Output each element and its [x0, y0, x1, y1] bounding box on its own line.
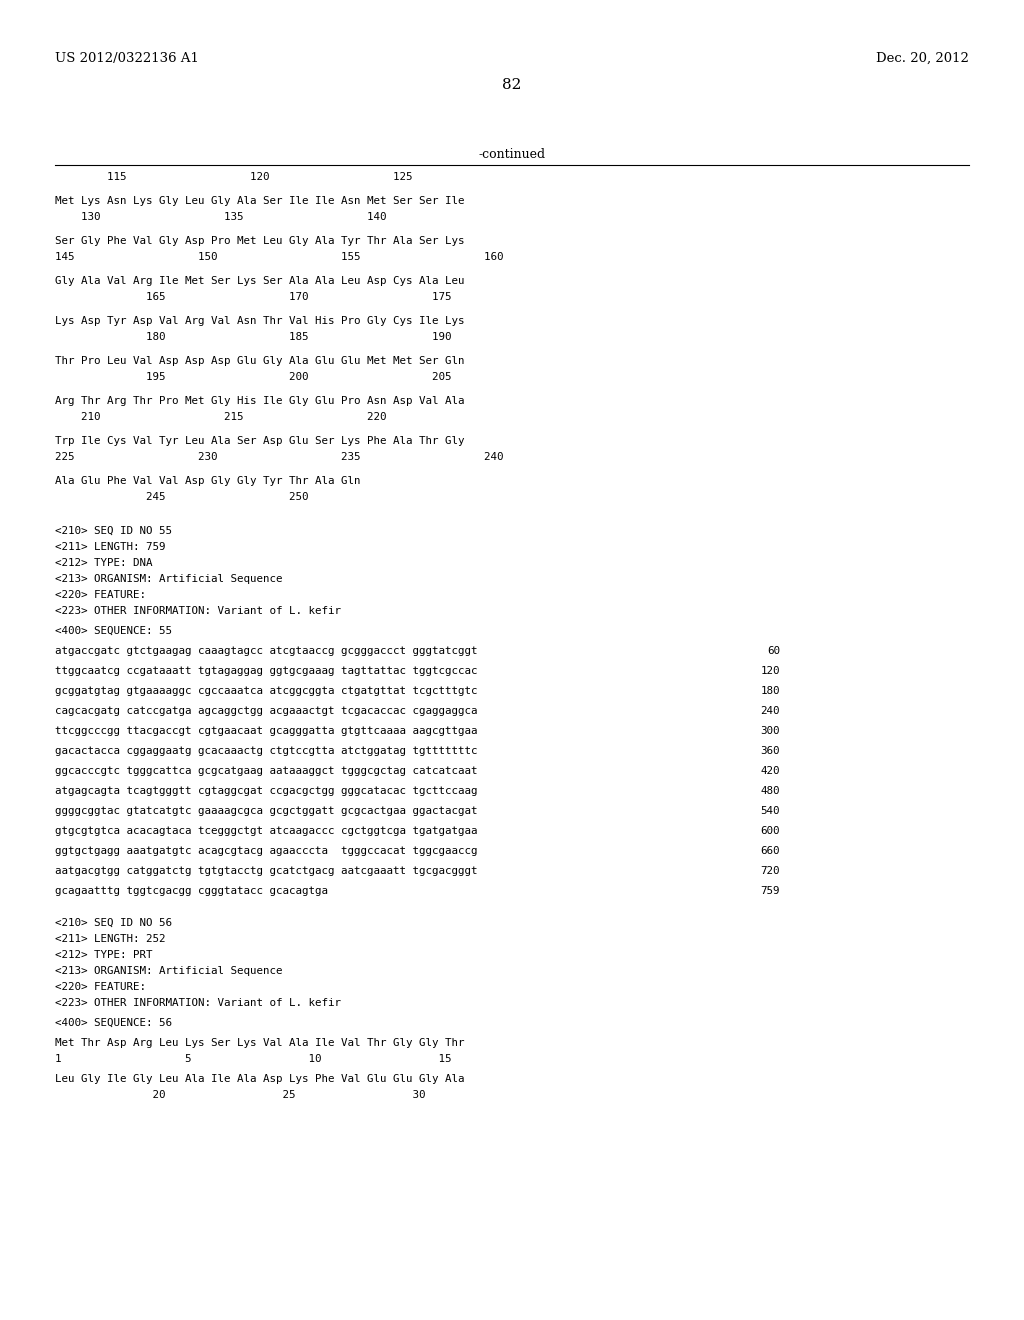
- Text: 145                   150                   155                   160: 145 150 155 160: [55, 252, 504, 261]
- Text: 240: 240: [761, 706, 780, 715]
- Text: -continued: -continued: [478, 148, 546, 161]
- Text: gtgcgtgtca acacagtaca tcegggctgt atcaagaccc cgctggtcga tgatgatgaa: gtgcgtgtca acacagtaca tcegggctgt atcaaga…: [55, 826, 477, 836]
- Text: <400> SEQUENCE: 55: <400> SEQUENCE: 55: [55, 626, 172, 636]
- Text: ttggcaatcg ccgataaatt tgtagaggag ggtgcgaaag tagttattac tggtcgccac: ttggcaatcg ccgataaatt tgtagaggag ggtgcga…: [55, 667, 477, 676]
- Text: 165                   170                   175: 165 170 175: [55, 292, 452, 302]
- Text: <211> LENGTH: 759: <211> LENGTH: 759: [55, 543, 166, 552]
- Text: Leu Gly Ile Gly Leu Ala Ile Ala Asp Lys Phe Val Glu Glu Gly Ala: Leu Gly Ile Gly Leu Ala Ile Ala Asp Lys …: [55, 1074, 465, 1084]
- Text: 1                   5                  10                  15: 1 5 10 15: [55, 1053, 452, 1064]
- Text: Arg Thr Arg Thr Pro Met Gly His Ile Gly Glu Pro Asn Asp Val Ala: Arg Thr Arg Thr Pro Met Gly His Ile Gly …: [55, 396, 465, 407]
- Text: 600: 600: [761, 826, 780, 836]
- Text: 300: 300: [761, 726, 780, 737]
- Text: Met Lys Asn Lys Gly Leu Gly Ala Ser Ile Ile Asn Met Ser Ser Ile: Met Lys Asn Lys Gly Leu Gly Ala Ser Ile …: [55, 195, 465, 206]
- Text: Lys Asp Tyr Asp Val Arg Val Asn Thr Val His Pro Gly Cys Ile Lys: Lys Asp Tyr Asp Val Arg Val Asn Thr Val …: [55, 315, 465, 326]
- Text: <220> FEATURE:: <220> FEATURE:: [55, 590, 146, 601]
- Text: ggggcggtac gtatcatgtc gaaaagcgca gcgctggatt gcgcactgaa ggactacgat: ggggcggtac gtatcatgtc gaaaagcgca gcgctgg…: [55, 807, 477, 816]
- Text: Dec. 20, 2012: Dec. 20, 2012: [877, 51, 969, 65]
- Text: 540: 540: [761, 807, 780, 816]
- Text: 60: 60: [767, 645, 780, 656]
- Text: Thr Pro Leu Val Asp Asp Asp Glu Gly Ala Glu Glu Met Met Ser Gln: Thr Pro Leu Val Asp Asp Asp Glu Gly Ala …: [55, 356, 465, 366]
- Text: 82: 82: [503, 78, 521, 92]
- Text: <212> TYPE: DNA: <212> TYPE: DNA: [55, 558, 153, 568]
- Text: <223> OTHER INFORMATION: Variant of L. kefir: <223> OTHER INFORMATION: Variant of L. k…: [55, 606, 341, 616]
- Text: 660: 660: [761, 846, 780, 855]
- Text: 180: 180: [761, 686, 780, 696]
- Text: gcagaatttg tggtcgacgg cgggtatacc gcacagtga: gcagaatttg tggtcgacgg cgggtatacc gcacagt…: [55, 886, 328, 896]
- Text: 420: 420: [761, 766, 780, 776]
- Text: Trp Ile Cys Val Tyr Leu Ala Ser Asp Glu Ser Lys Phe Ala Thr Gly: Trp Ile Cys Val Tyr Leu Ala Ser Asp Glu …: [55, 436, 465, 446]
- Text: 180                   185                   190: 180 185 190: [55, 333, 452, 342]
- Text: aatgacgtgg catggatctg tgtgtacctg gcatctgacg aatcgaaatt tgcgacgggt: aatgacgtgg catggatctg tgtgtacctg gcatctg…: [55, 866, 477, 876]
- Text: <212> TYPE: PRT: <212> TYPE: PRT: [55, 950, 153, 960]
- Text: <210> SEQ ID NO 56: <210> SEQ ID NO 56: [55, 917, 172, 928]
- Text: 245                   250: 245 250: [55, 492, 308, 502]
- Text: <400> SEQUENCE: 56: <400> SEQUENCE: 56: [55, 1018, 172, 1028]
- Text: Ala Glu Phe Val Val Asp Gly Gly Tyr Thr Ala Gln: Ala Glu Phe Val Val Asp Gly Gly Tyr Thr …: [55, 477, 360, 486]
- Text: 720: 720: [761, 866, 780, 876]
- Text: gacactacca cggaggaatg gcacaaactg ctgtccgtta atctggatag tgtttttttc: gacactacca cggaggaatg gcacaaactg ctgtccg…: [55, 746, 477, 756]
- Text: 759: 759: [761, 886, 780, 896]
- Text: 115                   120                   125: 115 120 125: [55, 172, 413, 182]
- Text: 480: 480: [761, 785, 780, 796]
- Text: atgagcagta tcagtgggtt cgtaggcgat ccgacgctgg gggcatacac tgcttccaag: atgagcagta tcagtgggtt cgtaggcgat ccgacgc…: [55, 785, 477, 796]
- Text: 195                   200                   205: 195 200 205: [55, 372, 452, 381]
- Text: 210                   215                   220: 210 215 220: [55, 412, 386, 422]
- Text: 20                  25                  30: 20 25 30: [55, 1090, 426, 1100]
- Text: gcggatgtag gtgaaaaggc cgccaaatca atcggcggta ctgatgttat tcgctttgtc: gcggatgtag gtgaaaaggc cgccaaatca atcggcg…: [55, 686, 477, 696]
- Text: ggtgctgagg aaatgatgtc acagcgtacg agaacccta  tgggccacat tggcgaaccg: ggtgctgagg aaatgatgtc acagcgtacg agaaccc…: [55, 846, 477, 855]
- Text: 360: 360: [761, 746, 780, 756]
- Text: <213> ORGANISM: Artificial Sequence: <213> ORGANISM: Artificial Sequence: [55, 966, 283, 975]
- Text: <211> LENGTH: 252: <211> LENGTH: 252: [55, 935, 166, 944]
- Text: atgaccgatc gtctgaagag caaagtagcc atcgtaaccg gcgggaccct gggtatcggt: atgaccgatc gtctgaagag caaagtagcc atcgtaa…: [55, 645, 477, 656]
- Text: Gly Ala Val Arg Ile Met Ser Lys Ser Ala Ala Leu Asp Cys Ala Leu: Gly Ala Val Arg Ile Met Ser Lys Ser Ala …: [55, 276, 465, 286]
- Text: 130                   135                   140: 130 135 140: [55, 213, 386, 222]
- Text: US 2012/0322136 A1: US 2012/0322136 A1: [55, 51, 199, 65]
- Text: ttcggcccgg ttacgaccgt cgtgaacaat gcagggatta gtgttcaaaa aagcgttgaa: ttcggcccgg ttacgaccgt cgtgaacaat gcaggga…: [55, 726, 477, 737]
- Text: ggcacccgtc tgggcattca gcgcatgaag aataaaggct tgggcgctag catcatcaat: ggcacccgtc tgggcattca gcgcatgaag aataaag…: [55, 766, 477, 776]
- Text: Ser Gly Phe Val Gly Asp Pro Met Leu Gly Ala Tyr Thr Ala Ser Lys: Ser Gly Phe Val Gly Asp Pro Met Leu Gly …: [55, 236, 465, 246]
- Text: <213> ORGANISM: Artificial Sequence: <213> ORGANISM: Artificial Sequence: [55, 574, 283, 583]
- Text: <223> OTHER INFORMATION: Variant of L. kefir: <223> OTHER INFORMATION: Variant of L. k…: [55, 998, 341, 1008]
- Text: <220> FEATURE:: <220> FEATURE:: [55, 982, 146, 993]
- Text: <210> SEQ ID NO 55: <210> SEQ ID NO 55: [55, 525, 172, 536]
- Text: cagcacgatg catccgatga agcaggctgg acgaaactgt tcgacaccac cgaggaggca: cagcacgatg catccgatga agcaggctgg acgaaac…: [55, 706, 477, 715]
- Text: 225                   230                   235                   240: 225 230 235 240: [55, 451, 504, 462]
- Text: 120: 120: [761, 667, 780, 676]
- Text: Met Thr Asp Arg Leu Lys Ser Lys Val Ala Ile Val Thr Gly Gly Thr: Met Thr Asp Arg Leu Lys Ser Lys Val Ala …: [55, 1038, 465, 1048]
